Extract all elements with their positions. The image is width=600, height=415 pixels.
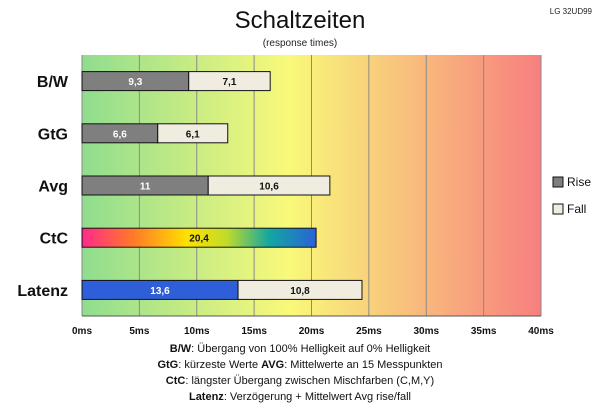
legend: Rise Fall (552, 175, 591, 216)
data-label-rise: 13,6 (150, 286, 170, 297)
plot-area: 9,3 7,1 6,6 6,1 11 10,6 20,4 13,6 10,8 (81, 55, 542, 317)
data-label-fall: 10,6 (259, 182, 279, 193)
footnote-line: GtG: kürzeste Werte AVG: Mittelwerte an … (157, 359, 442, 371)
x-tick-label: 30ms (413, 326, 439, 337)
x-tick-label: 35ms (471, 326, 497, 337)
x-tick-label: 20ms (299, 326, 325, 337)
x-tick-label: 25ms (356, 326, 382, 337)
legend-label: Fall (567, 202, 586, 216)
x-tick-label: 10ms (184, 326, 210, 337)
bar-rise (81, 227, 317, 248)
category-label: Avg (38, 179, 68, 196)
x-tick-label: 40ms (528, 326, 554, 337)
footnote-line: B/W: Übergang von 100% Helligkeit auf 0%… (170, 343, 430, 355)
footnote-line: CtC: längster Übergang zwischen Mischfar… (166, 375, 434, 387)
category-label: GtG (38, 126, 68, 143)
bar-fall (207, 175, 331, 196)
bar-fall (237, 279, 363, 300)
data-label-fall: 6,1 (186, 129, 200, 140)
category-labels: B/W GtG Avg CtC Latenz (17, 74, 69, 300)
data-label-fall: 10,8 (290, 286, 310, 297)
data-label-rise: 6,6 (113, 129, 127, 140)
legend-swatch (552, 203, 564, 215)
chart-title: Schaltzeiten (235, 7, 366, 34)
x-tick-label: 15ms (241, 326, 267, 337)
legend-label: Rise (567, 175, 591, 189)
category-label: B/W (37, 74, 69, 91)
data-label-fall: 7,1 (223, 77, 237, 88)
bar-fall (157, 123, 229, 144)
footnote-line: Latenz: Verzögerung + Mittelwert Avg ris… (189, 391, 411, 403)
footnotes: B/W: Übergang von 100% Helligkeit auf 0%… (157, 343, 442, 403)
x-tick-label: 5ms (129, 326, 149, 337)
bar-fall (188, 71, 271, 92)
category-label: CtC (40, 231, 69, 248)
x-axis-ticks: 0ms 5ms 10ms 15ms 20ms 25ms 30ms 35ms 40ms (72, 326, 554, 337)
category-label: Latenz (17, 283, 68, 300)
data-label-rise: 9,3 (128, 77, 142, 88)
chart-subtitle: (response times) (263, 38, 337, 49)
x-tick-label: 0ms (72, 326, 92, 337)
legend-swatch (552, 176, 564, 188)
model-label: LG 32UD99 (550, 7, 593, 16)
data-label-rise: 11 (140, 182, 151, 193)
data-label-rise: 20,4 (189, 234, 209, 245)
